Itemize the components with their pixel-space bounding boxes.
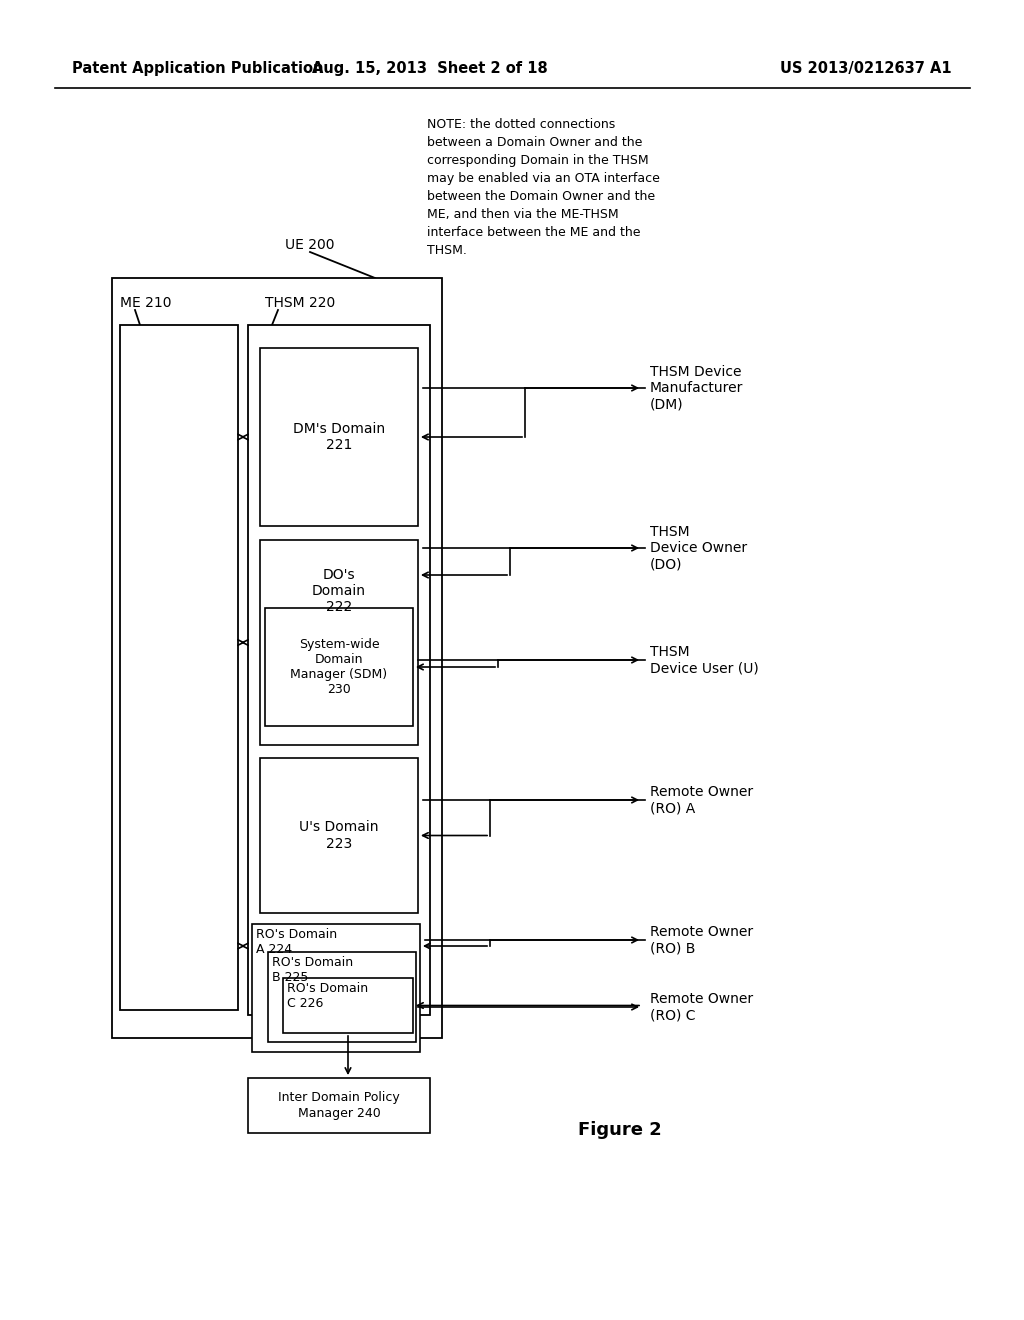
Text: DM's Domain
221: DM's Domain 221 [293,422,385,451]
Text: RO's Domain
B 225: RO's Domain B 225 [272,956,353,983]
Bar [260,348,418,525]
Text: NOTE: the dotted connections
between a Domain Owner and the
corresponding Domain: NOTE: the dotted connections between a D… [427,117,659,257]
Text: Inter Domain Policy
Manager 240: Inter Domain Policy Manager 240 [279,1092,400,1119]
Bar [252,924,420,1052]
Text: Remote Owner
(RO) C: Remote Owner (RO) C [650,991,753,1022]
Bar [268,952,416,1041]
Text: Patent Application Publication: Patent Application Publication [72,61,324,75]
Bar [260,758,418,913]
Bar [112,279,442,1038]
Bar [283,978,413,1034]
Text: RO's Domain
C 226: RO's Domain C 226 [287,982,368,1010]
Text: Figure 2: Figure 2 [579,1121,662,1139]
Text: ME 210: ME 210 [120,296,171,310]
Text: RO's Domain
A 224: RO's Domain A 224 [256,928,337,956]
Text: THSM Device
Manufacturer
(DM): THSM Device Manufacturer (DM) [650,364,743,412]
Text: System-wide
Domain
Manager (SDM)
230: System-wide Domain Manager (SDM) 230 [291,638,387,696]
Text: Aug. 15, 2013  Sheet 2 of 18: Aug. 15, 2013 Sheet 2 of 18 [312,61,548,75]
Bar [260,540,418,744]
Text: US 2013/0212637 A1: US 2013/0212637 A1 [780,61,951,75]
Text: THSM
Device User (U): THSM Device User (U) [650,645,759,675]
Text: U's Domain
223: U's Domain 223 [299,821,379,850]
Text: THSM 220: THSM 220 [265,296,335,310]
Text: Remote Owner
(RO) A: Remote Owner (RO) A [650,785,753,814]
Text: Remote Owner
(RO) B: Remote Owner (RO) B [650,925,753,956]
Bar [248,325,430,1015]
Text: THSM
Device Owner
(DO): THSM Device Owner (DO) [650,525,748,572]
Text: UE 200: UE 200 [285,238,335,252]
Bar [248,1078,430,1133]
Bar [120,325,238,1010]
Bar [265,609,413,726]
Text: DO's
Domain
222: DO's Domain 222 [312,568,366,614]
